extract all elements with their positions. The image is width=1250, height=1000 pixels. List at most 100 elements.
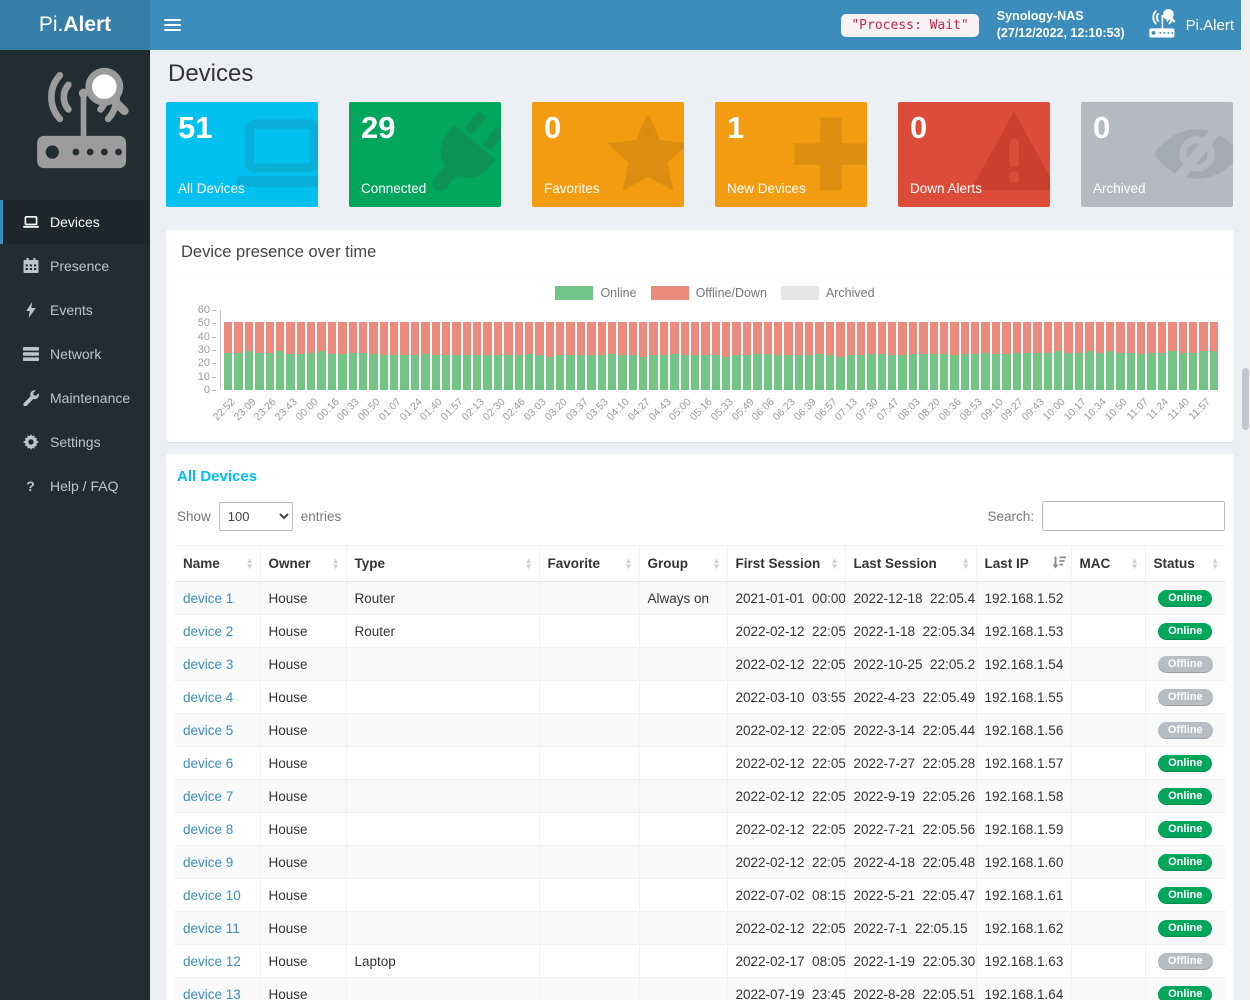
cell-favorite <box>539 713 640 747</box>
column-header-mac[interactable]: MAC ▲ ▼ <box>1071 545 1146 582</box>
cell-favorite <box>539 845 640 879</box>
sidebar-item-label: Settings <box>50 434 101 450</box>
card-value: 29 <box>361 110 396 145</box>
presence-bar: 01:24 <box>397 310 424 423</box>
card-down-alerts[interactable]: 0 Down Alerts <box>898 102 1050 207</box>
cell-status: Offline <box>1145 680 1225 714</box>
wrench-icon <box>22 390 39 406</box>
card-value: 1 <box>727 110 745 145</box>
cell-status: Online <box>1145 812 1225 846</box>
x-axis-label: 04:43 <box>646 396 674 424</box>
device-link[interactable]: device 5 <box>183 722 234 738</box>
entries-label: entries <box>300 508 342 524</box>
pialert-logo-icon <box>1143 8 1177 42</box>
device-link[interactable]: device 3 <box>183 656 234 672</box>
device-link[interactable]: device 11 <box>183 920 240 936</box>
presence-bar: 00:50 <box>356 310 383 423</box>
cell-group <box>639 614 728 648</box>
column-header-group[interactable]: Group ▲ ▼ <box>639 545 728 582</box>
column-header-last-ip[interactable]: Last IP <box>976 545 1072 582</box>
presence-bar <box>1002 310 1011 390</box>
presence-bar <box>711 310 720 390</box>
legend-swatch <box>555 286 594 300</box>
x-axis-label: 07:13 <box>832 396 861 424</box>
presence-bar <box>836 310 845 390</box>
card-favorites[interactable]: 0 Favorites <box>532 102 684 207</box>
cell-first_session: 2022-02-12 22:05 <box>727 647 846 681</box>
scrollbar-thumb[interactable] <box>1242 368 1249 430</box>
y-axis-tick: 40 <box>197 330 210 343</box>
cell-last_ip: 192.168.1.57 <box>976 746 1072 780</box>
host-timestamp: (27/12/2022, 12:10:53) <box>996 26 1125 40</box>
card-connected[interactable]: 29 Connected <box>349 102 501 207</box>
sidebar-toggle-icon[interactable] <box>164 0 204 50</box>
legend-item-offline-down: Offline/Down <box>650 286 767 300</box>
cell-status: Online <box>1145 581 1225 615</box>
presence-bar: 10:50 <box>1103 310 1130 423</box>
cell-type: Laptop <box>346 944 540 978</box>
presence-bar: 22:52 <box>210 310 238 423</box>
sidebar-item-network[interactable]: Network <box>0 332 150 376</box>
sidebar-item-help-faq[interactable]: ? Help / FAQ <box>0 464 150 508</box>
presence-bar: 10:34 <box>1082 310 1109 423</box>
sidebar-item-devices[interactable]: Devices <box>0 200 150 244</box>
presence-bar <box>358 310 368 390</box>
device-link[interactable]: device 6 <box>183 755 234 771</box>
presence-bar <box>628 310 637 390</box>
card-all-devices[interactable]: 51 All Devices <box>166 102 318 207</box>
device-link[interactable]: device 8 <box>183 821 234 837</box>
page-scrollbar[interactable] <box>1241 0 1250 1000</box>
table-row: device 13 House 2022-07-19 23:45 2022-8-28 … <box>175 977 1225 1000</box>
status-badge: Online <box>1158 788 1213 805</box>
device-link[interactable]: device 7 <box>183 788 234 804</box>
presence-bar <box>877 310 886 390</box>
status-badge: Online <box>1158 590 1213 607</box>
device-link[interactable]: device 10 <box>183 887 241 903</box>
device-link[interactable]: device 2 <box>183 623 234 639</box>
cell-favorite <box>539 680 640 714</box>
column-header-favorite[interactable]: Favorite ▲ ▼ <box>539 545 640 582</box>
cell-owner: House <box>260 581 347 615</box>
brand-logo[interactable]: Pi. Alert <box>0 0 150 50</box>
page-size-select[interactable]: 100 <box>218 501 293 531</box>
presence-bar: 04:27 <box>625 310 653 423</box>
cell-last_ip: 192.168.1.63 <box>976 944 1072 978</box>
card-new-devices[interactable]: 1 New Devices <box>715 102 867 207</box>
x-axis-label: 05:33 <box>708 396 736 424</box>
presence-bar: 04:43 <box>646 310 673 423</box>
column-header-type[interactable]: Type ▲ ▼ <box>346 545 540 582</box>
presence-bar <box>1188 310 1198 390</box>
cell-mac <box>1071 812 1146 846</box>
column-header-last-session[interactable]: Last Session ▲ ▼ <box>845 545 977 582</box>
device-link[interactable]: device 4 <box>183 689 234 705</box>
warning-icon <box>968 108 1050 205</box>
column-header-status[interactable]: Status ▲ ▼ <box>1145 545 1225 582</box>
x-axis-label: 05:00 <box>666 396 695 424</box>
column-header-owner[interactable]: Owner ▲ ▼ <box>260 545 347 582</box>
card-archived[interactable]: 0 Archived <box>1081 102 1233 207</box>
presence-bar: 00:16 <box>314 310 341 423</box>
x-axis-label: 08:20 <box>915 396 944 424</box>
presence-bar: 23:09 <box>231 310 258 423</box>
cell-mac <box>1071 911 1146 945</box>
cell-type <box>346 713 540 747</box>
presence-bar <box>732 310 741 390</box>
column-header-name[interactable]: Name ▲ ▼ <box>175 545 261 582</box>
cell-status: Offline <box>1145 944 1225 978</box>
device-link[interactable]: device 9 <box>183 854 234 870</box>
column-header-first-session[interactable]: First Session ▲ ▼ <box>727 545 846 582</box>
device-link[interactable]: device 13 <box>183 986 241 1000</box>
sidebar-item-presence[interactable]: Presence <box>0 244 150 288</box>
app-identity[interactable]: Pi.Alert <box>1143 8 1236 42</box>
sidebar-item-maintenance[interactable]: Maintenance <box>0 376 150 420</box>
sidebar-item-events[interactable]: Events <box>0 288 150 332</box>
device-link[interactable]: device 12 <box>183 953 241 969</box>
device-link[interactable]: device 1 <box>183 590 234 606</box>
search-input[interactable] <box>1042 501 1225 531</box>
brand-pi: Pi. <box>38 13 64 36</box>
sort-icon: ▲ ▼ <box>961 555 970 571</box>
cell-type <box>346 911 540 945</box>
sidebar-item-settings[interactable]: Settings <box>0 420 150 464</box>
plug-icon <box>419 108 501 205</box>
presence-bar <box>1064 310 1073 390</box>
